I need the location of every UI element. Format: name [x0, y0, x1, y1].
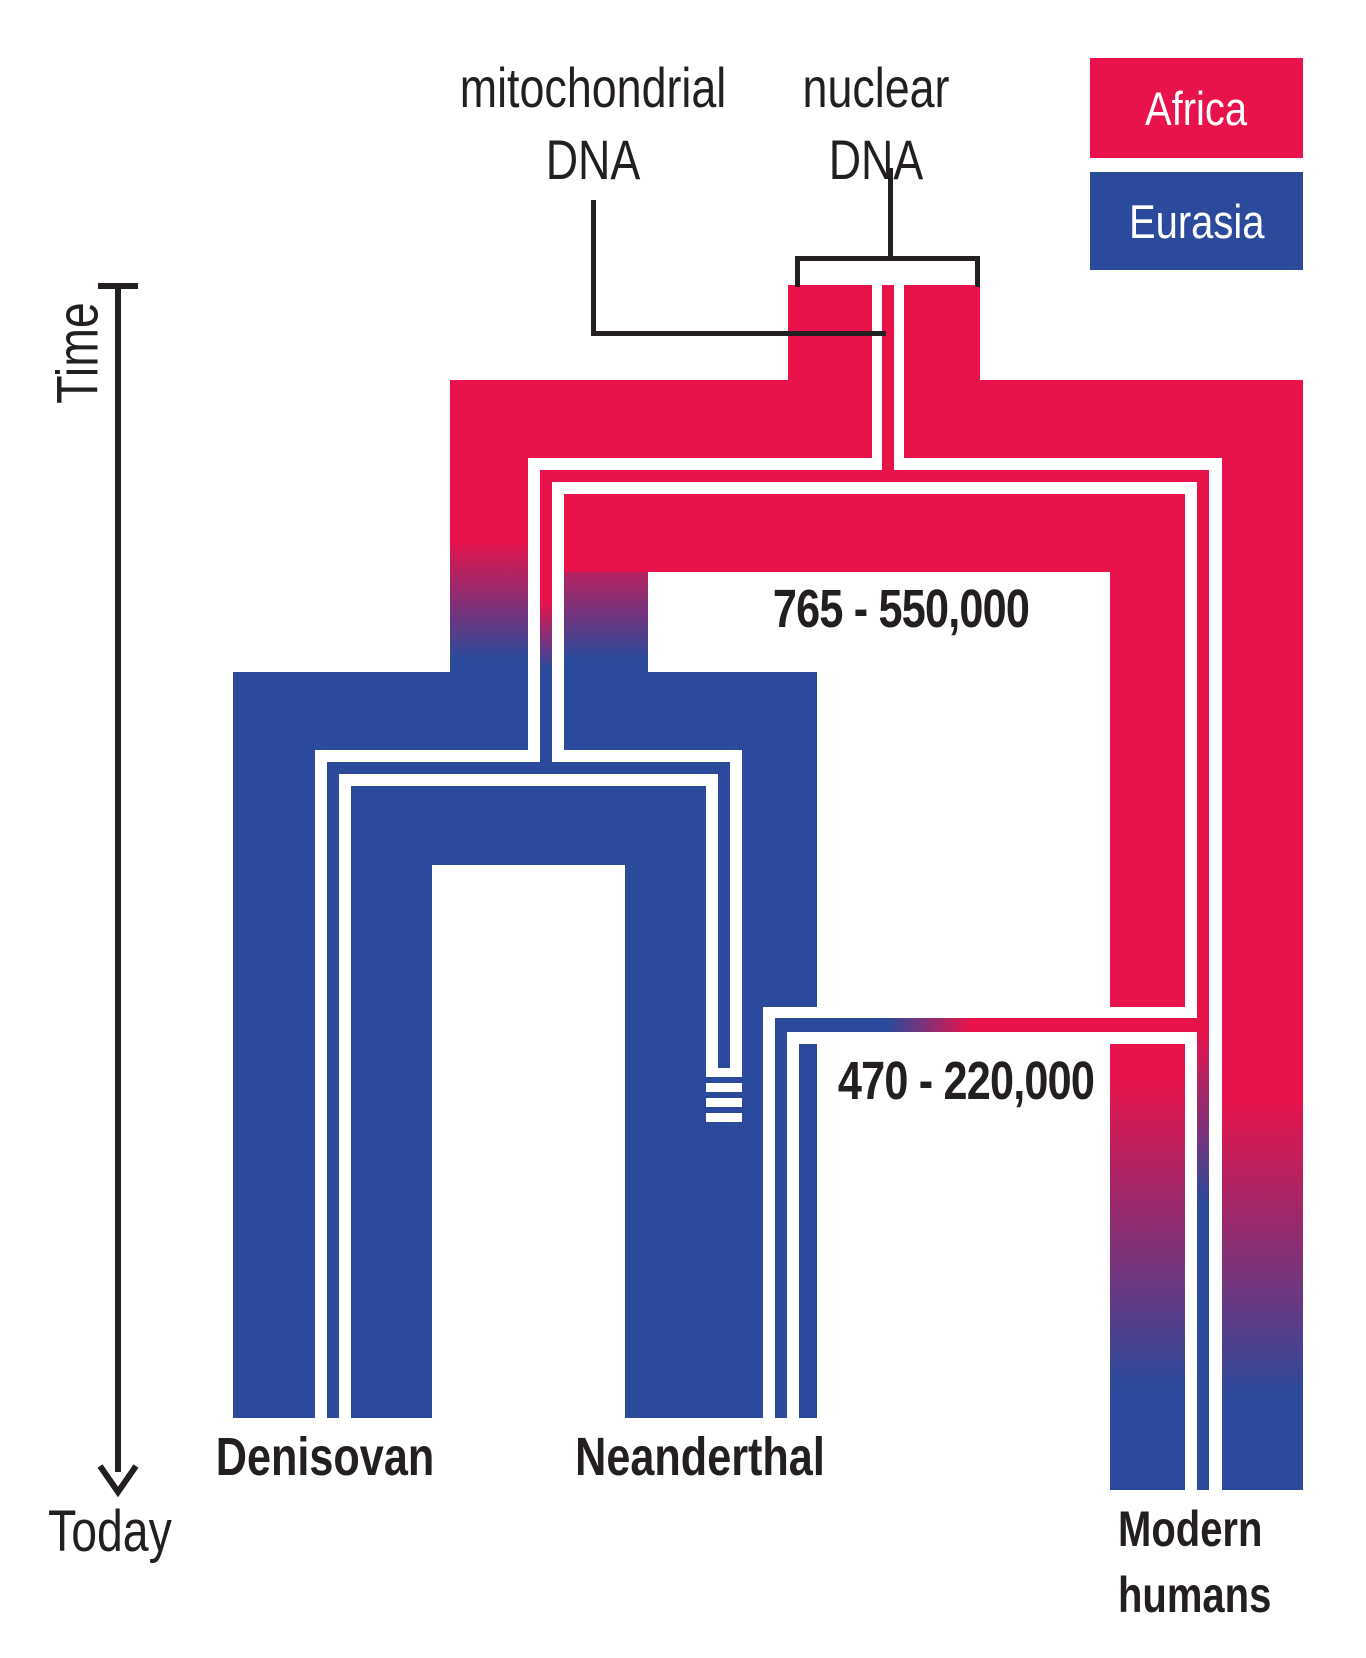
denisovan-mtdna-gap-left [315, 750, 327, 1418]
nuclear-bracket-right-drop [975, 256, 980, 287]
nuclear-bracket-stem [888, 168, 893, 258]
time-axis-shaft [115, 286, 121, 1472]
archaic-mtdna-gap-left [528, 458, 540, 762]
legend-eurasia-label: Eurasia [1128, 194, 1265, 248]
mito-pointer-horizontal [591, 331, 886, 336]
mitochondrial-dna-line1: mitochondrial [459, 56, 727, 119]
neanderthal-mtdna-dash-1 [706, 1068, 742, 1077]
legend-africa-swatch: Africa [1090, 58, 1303, 158]
modern-mtdna-gap-left [1185, 494, 1197, 1490]
archaic-split-gap-top [315, 750, 742, 762]
trunk-mtdna-gap-right [894, 285, 904, 470]
archaic-split-gap-bottom [339, 774, 706, 786]
trunk-mtdna-line [882, 285, 894, 482]
today-label: Today [48, 1499, 172, 1564]
nuclear-bracket-left-drop [795, 256, 800, 287]
archaic-mtdna-gap-right [552, 494, 564, 762]
mtdna-divergence-date: 765 - 550,000 [772, 579, 1030, 639]
trunk-mtdna-gap-left [872, 285, 882, 470]
legend-eurasia-swatch: Eurasia [1090, 172, 1303, 270]
introgression-gap-top [763, 1007, 1197, 1018]
nuclear-dna-line1: nuclear [802, 56, 950, 119]
taxon-denisovan: Denisovan [215, 1427, 435, 1487]
time-axis-label: Time [45, 302, 111, 404]
mtdna-split-gap-bottom [552, 482, 1185, 494]
introgression-line-horizontal [775, 1018, 1209, 1032]
neanderthal-mtdna-gap-right [730, 750, 742, 1068]
taxon-modern-line2: humans [1118, 1567, 1272, 1623]
introgression-gap-bottom [787, 1032, 1197, 1044]
nuclear-dna-line2: DNA [828, 128, 924, 191]
archaic-inner-band [347, 786, 708, 865]
introgressed-mtdna-line [775, 1018, 787, 1418]
archaic-mtdna-split-line [327, 762, 730, 774]
introgression-gap-right [787, 1044, 799, 1418]
denisovan-mtdna-gap-right [339, 786, 351, 1418]
nuclear-bracket-bar [795, 256, 980, 261]
mitochondrial-dna-line2: DNA [545, 128, 641, 191]
taxon-neanderthal: Neanderthal [575, 1427, 825, 1487]
mito-pointer-vertical [591, 200, 596, 336]
neanderthal-mtdna-dash-2 [706, 1083, 742, 1092]
introgression-gap-left [763, 1007, 775, 1418]
modern-branch-band [563, 493, 1185, 572]
neanderthal-original-mtdna-line [718, 762, 730, 1068]
neanderthal-mtdna-dash-4 [706, 1113, 742, 1122]
mitochondrial-dna-label: mitochondrial DNA [460, 52, 726, 196]
archaic-mtdna-line [540, 470, 552, 762]
eurasia-archaic-band [233, 672, 817, 750]
taxon-modern-line1: Modern [1118, 1501, 1263, 1557]
mtdna-divergence-line [540, 470, 1209, 482]
legend-africa-label: Africa [1145, 81, 1248, 135]
neanderthal-mtdna-dash-3 [706, 1098, 742, 1107]
mtdna-introgression-date: 470 - 220,000 [837, 1051, 1095, 1111]
modern-mtdna-gap-right [1209, 458, 1222, 1490]
nuclear-dna-label: nuclear DNA [803, 52, 950, 196]
mtdna-split-gap-top [528, 458, 1222, 470]
time-axis-arrowhead [97, 1464, 139, 1498]
taxon-modern-humans: Modern humans [1118, 1496, 1271, 1628]
denisovan-mtdna-line [327, 762, 339, 1418]
modern-humans-column-right [1222, 460, 1303, 1490]
modern-mtdna-line [1197, 470, 1209, 1490]
neanderthal-mtdna-gap-left [706, 774, 718, 1068]
